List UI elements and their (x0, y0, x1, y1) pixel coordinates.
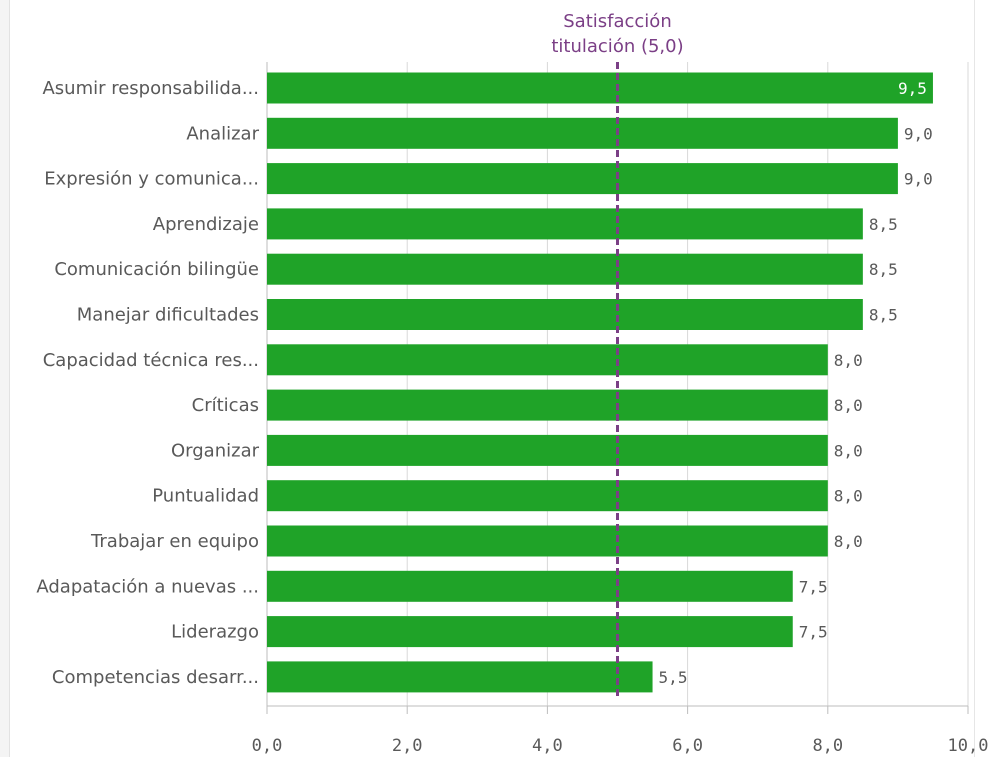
category-label: Asumir responsabilida... (42, 78, 259, 99)
bar[interactable] (267, 208, 863, 240)
value-label: 5,5 (659, 668, 688, 687)
reference-line-label: Satisfacción (563, 11, 671, 32)
bar[interactable] (267, 72, 933, 104)
x-tick-label: 8,0 (812, 736, 843, 756)
category-label: Analizar (186, 123, 259, 144)
category-label: Puntualidad (152, 486, 259, 507)
bar[interactable] (267, 117, 898, 149)
reference-line-label: titulación (5,0) (551, 36, 683, 57)
category-label: Comunicación bilingüe (54, 259, 259, 280)
bar[interactable] (267, 480, 828, 512)
value-label: 7,5 (799, 623, 828, 642)
x-tick-label: 10,0 (948, 736, 989, 756)
category-label: Trabajar en equipo (90, 531, 259, 552)
category-label: Competencias desarr... (52, 667, 259, 688)
x-tick-label: 2,0 (392, 736, 423, 756)
category-label: Adapatación a nuevas ... (36, 576, 259, 597)
bar[interactable] (267, 299, 863, 330)
value-label: 9,0 (904, 124, 933, 143)
bar[interactable] (267, 570, 793, 602)
bar[interactable] (267, 389, 828, 421)
value-label: 8,0 (834, 441, 863, 460)
bar[interactable] (267, 344, 828, 376)
value-label: 8,0 (834, 487, 863, 506)
value-label: 8,5 (869, 215, 898, 234)
value-label: 8,0 (834, 396, 863, 415)
value-label: 8,5 (869, 260, 898, 279)
bar[interactable] (267, 163, 898, 195)
value-label: 8,0 (834, 532, 863, 551)
bar[interactable] (267, 661, 653, 693)
category-label: Críticas (192, 395, 259, 416)
category-label: Capacidad técnica res... (43, 350, 259, 371)
value-label: 9,5 (898, 79, 927, 98)
value-label: 9,0 (904, 170, 933, 189)
value-label: 8,0 (834, 351, 863, 370)
value-label: 8,5 (869, 306, 898, 325)
value-label: 7,5 (799, 577, 828, 596)
category-label: Expresión y comunica... (44, 169, 259, 190)
bar[interactable] (267, 616, 793, 648)
x-tick-label: 4,0 (532, 736, 563, 756)
right-panel-edge (974, 0, 975, 757)
category-label: Liderazgo (171, 622, 259, 643)
bar[interactable] (267, 253, 863, 285)
category-label: Manejar dificultades (77, 305, 259, 326)
left-panel-edge (0, 0, 10, 757)
category-label: Aprendizaje (153, 214, 259, 235)
bar[interactable] (267, 525, 828, 557)
category-label: Organizar (171, 440, 260, 461)
x-tick-label: 0,0 (252, 736, 283, 756)
bar[interactable] (267, 434, 828, 466)
x-tick-label: 6,0 (672, 736, 703, 756)
